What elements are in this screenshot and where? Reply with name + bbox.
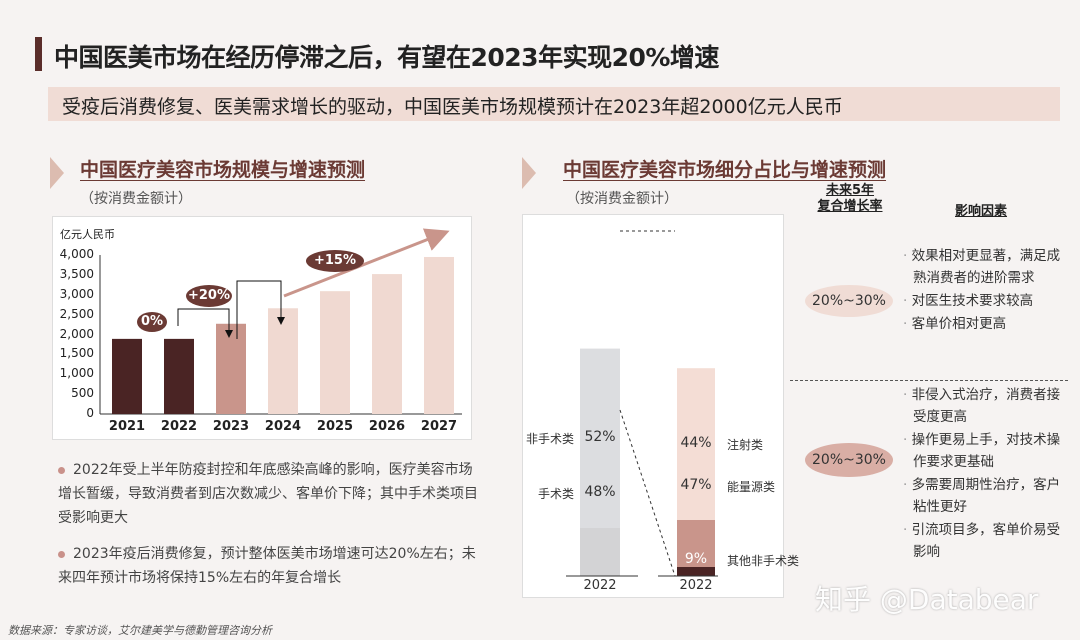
right-section-heading: 中国医疗美容市场细分占比与增速预测 xyxy=(563,159,887,181)
growth-connector-0pct xyxy=(177,308,204,326)
cagr-badge-energy: 20%~30% xyxy=(805,443,893,477)
segment-name-label: 其他非手术类 xyxy=(727,554,800,569)
x-tick-label: 2027 xyxy=(420,419,458,434)
subtitle-banner xyxy=(48,87,1060,121)
x-tick-label: 2025 xyxy=(316,419,354,434)
row-divider xyxy=(790,380,1068,381)
section-arrow-icon xyxy=(50,157,64,189)
bar-2025 xyxy=(320,291,350,414)
segment-name-label: 注射类 xyxy=(727,438,764,453)
bullet-dot-icon xyxy=(58,550,65,558)
factors-list-energy: · 非侵入式治疗，消费者接受度更高 · 操作更易上手，对技术操作要求更基础 · 多需… xyxy=(903,384,1071,564)
segment-chart-box xyxy=(522,214,784,598)
left-section-heading: 中国医疗美容市场规模与增速预测 xyxy=(80,159,366,181)
bullet-text: 2023年疫后消费修复，预计整体医美市场增速可达20%左右；未来四年预计市场将保… xyxy=(58,546,476,586)
factor-text: 引流项目多，客单价易受影响 xyxy=(911,522,1061,560)
segment-stacked-chart xyxy=(566,230,718,577)
factor-item: · 操作更易上手，对技术操作要求更基础 xyxy=(903,429,1071,473)
factors-column-header: 影响因素 xyxy=(955,204,1008,219)
bar-2023 xyxy=(216,323,246,414)
factor-text: 多需要周期性治疗，客户粘性更好 xyxy=(911,477,1061,515)
bullet-dot-icon: · xyxy=(903,387,912,403)
bar-2022 xyxy=(164,338,194,414)
bullet-text: 2022年受上半年防疫封控和年底感染高峰的影响，医疗美容市场增长暂缓，导致消费者… xyxy=(58,462,478,526)
cagr-badge-injection: 20%~30% xyxy=(805,285,893,317)
x-tick-label: 2026 xyxy=(368,419,406,434)
segment-注射类 xyxy=(677,368,715,520)
bullet-dot-icon: · xyxy=(903,248,912,264)
y-tick-label: 1,000 xyxy=(59,366,94,381)
title-accent-bar xyxy=(35,37,42,71)
bar-2021 xyxy=(112,338,142,414)
source-note: 数据来源：专家访谈，艾尔建美学与德勤管理咨询分析 xyxy=(8,624,272,637)
factor-text: 操作更易上手，对技术操作要求更基础 xyxy=(911,432,1061,470)
bullet-dot-icon: · xyxy=(903,477,912,493)
segment-非手术类 xyxy=(580,348,620,528)
bullet-item: 2022年受上半年防疫封控和年底感染高峰的影响，医疗美容市场增长暂缓，导致消费者… xyxy=(58,458,478,530)
factor-item: · 多需要周期性治疗，客户粘性更好 xyxy=(903,474,1071,518)
cagr-header-line2: 复合增长率 xyxy=(817,199,883,214)
x-label-right-2022: 2022 xyxy=(679,578,713,593)
bullet-dot-icon: · xyxy=(903,316,912,332)
trend-arrow xyxy=(283,228,450,298)
x-label-left-2022: 2022 xyxy=(583,578,617,593)
page-subtitle: 受疫后消费修复、医美需求增长的驱动，中国医美市场规模预计在2023年超2000亿… xyxy=(62,96,843,118)
section-arrow-icon xyxy=(522,157,536,189)
cagr-header-line1: 未来5年 xyxy=(825,183,875,198)
segment-value-label: 44% xyxy=(680,435,712,452)
bullet-item: 2023年疫后消费修复，预计整体医美市场增速可达20%左右；未来四年预计市场将保… xyxy=(58,542,478,590)
watermark: 知乎 @Databear xyxy=(815,583,1039,616)
x-tick-label: 2023 xyxy=(212,419,250,434)
bar-2026 xyxy=(372,274,402,414)
factors-list-injection: · 效果相对更显著，满足成熟消费者的进阶需求 · 对医生技术要求较高 · 客单价相对… xyxy=(903,245,1071,336)
factor-item: · 对医生技术要求较高 xyxy=(903,290,1071,312)
segment-value-label: 52% xyxy=(584,429,616,446)
bullet-dot-icon xyxy=(58,466,65,474)
growth-arrow-0pct xyxy=(204,308,233,338)
cagr-column-header: 未来5年 复合增长率 xyxy=(805,183,895,215)
bar-2024 xyxy=(268,308,298,414)
segment-name-label: 能量源类 xyxy=(727,479,776,494)
y-tick-label: 3,000 xyxy=(59,286,94,301)
factor-item: · 非侵入式治疗，消费者接受度更高 xyxy=(903,384,1071,428)
growth-arrow-20pct xyxy=(236,280,285,339)
factor-text: 效果相对更显著，满足成熟消费者的进阶需求 xyxy=(911,248,1061,286)
market-size-bar-chart xyxy=(99,228,462,415)
y-tick-label: 2,500 xyxy=(59,306,94,321)
y-axis-unit: 亿元人民币 xyxy=(60,228,115,241)
segment-name-label: 非手术类 xyxy=(525,432,574,447)
y-tick-label: 0 xyxy=(86,406,94,420)
segment-value-label: 9% xyxy=(684,551,708,568)
page-title: 中国医美市场在经历停滞之后，有望在2023年实现20%增速 xyxy=(54,43,719,72)
y-tick-label: 3,500 xyxy=(59,266,94,281)
y-tick-label: 4,000 xyxy=(59,247,94,261)
y-tick-label: 1,500 xyxy=(59,346,94,361)
x-tick-label: 2021 xyxy=(108,419,146,434)
factor-item: · 客单价相对更高 xyxy=(903,313,1071,335)
x-tick-label: 2024 xyxy=(264,419,302,434)
connector-dashed-bottom xyxy=(619,409,676,577)
factor-item: · 效果相对更显著，满足成熟消费者的进阶需求 xyxy=(903,245,1071,289)
factor-text: 客单价相对更高 xyxy=(911,316,1007,332)
segment-value-label: 48% xyxy=(584,484,616,501)
growth-annotation-15pct: +15% xyxy=(306,250,364,272)
growth-annotation-20pct: +20% xyxy=(186,285,232,307)
bullet-dot-icon: · xyxy=(903,293,912,309)
growth-annotation-0pct: 0% xyxy=(137,312,167,332)
bullet-dot-icon: · xyxy=(903,522,912,538)
y-tick-label: 500 xyxy=(71,386,94,401)
bullet-dot-icon: · xyxy=(903,432,912,448)
x-tick-label: 2022 xyxy=(160,419,198,434)
segment-name-label: 手术类 xyxy=(537,487,574,502)
bar-2027 xyxy=(424,256,454,414)
segment-value-label: 47% xyxy=(680,476,712,493)
left-section-note: （按消费金额计） xyxy=(80,191,192,207)
factor-text: 非侵入式治疗，消费者接受度更高 xyxy=(911,387,1061,425)
factor-item: · 引流项目多，客单价易受影响 xyxy=(903,519,1071,563)
right-section-note: （按消费金额计） xyxy=(566,191,678,207)
factor-text: 对医生技术要求较高 xyxy=(911,293,1034,309)
y-tick-label: 2,000 xyxy=(59,326,94,341)
